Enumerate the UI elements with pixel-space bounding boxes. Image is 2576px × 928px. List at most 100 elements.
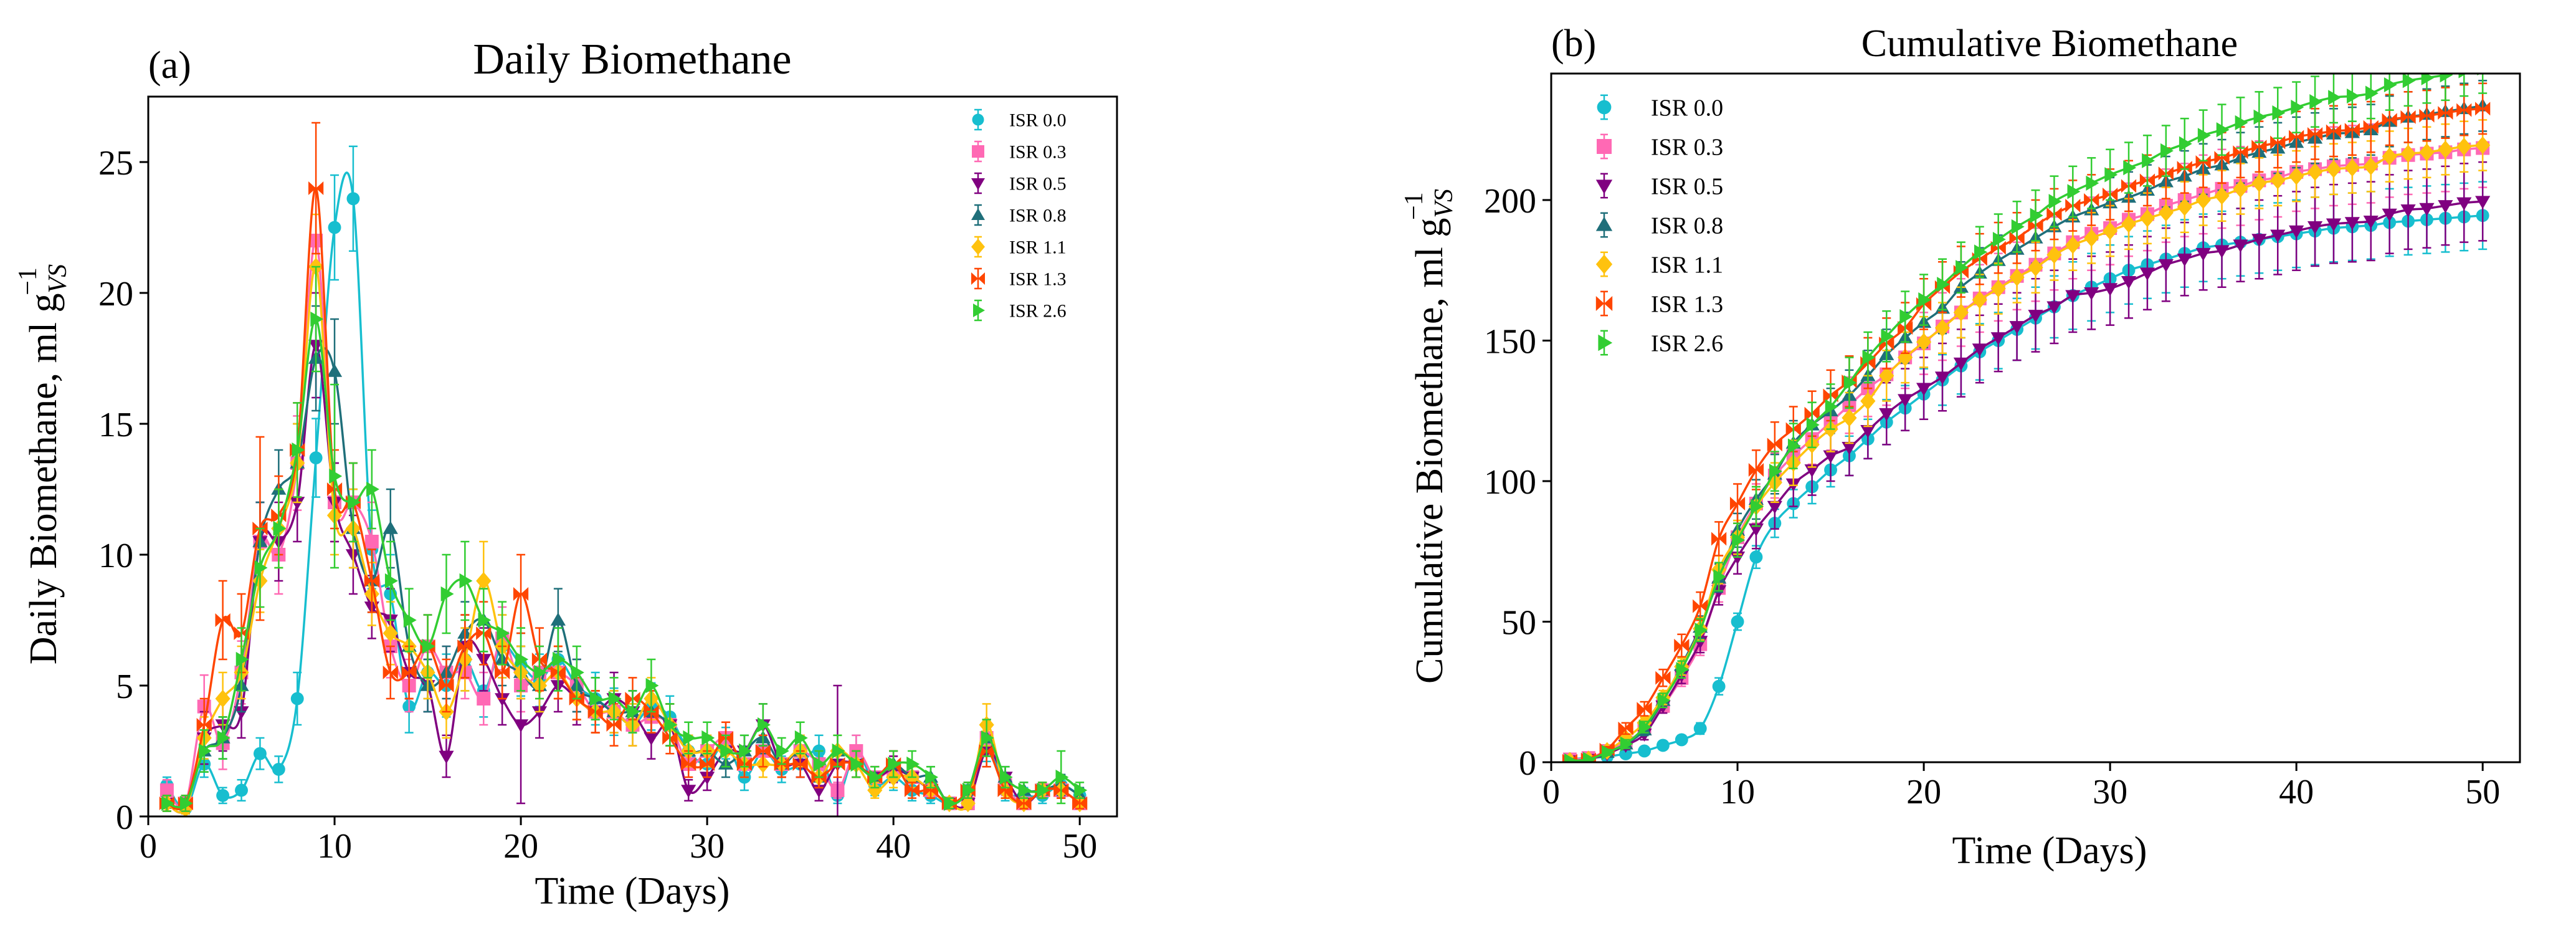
data-point (2326, 160, 2342, 178)
data-point (2347, 88, 2360, 104)
data-point (571, 664, 584, 681)
data-point (2270, 171, 2286, 189)
y-tick-label: 0 (1519, 744, 1536, 783)
data-point (794, 730, 808, 746)
data-point (2030, 208, 2043, 223)
legend-item: ISR 1.1 (1595, 251, 1723, 278)
data-point (2382, 208, 2397, 222)
data-point (1881, 328, 1894, 344)
panel-b-ticks: 0 10 20 30 40 50 0 50 100 150 200 (1484, 182, 2500, 811)
data-point (2363, 120, 2379, 134)
legend-label: ISR 2.6 (1009, 301, 1067, 322)
data-point (2270, 135, 2286, 150)
data-point (1731, 615, 1744, 628)
data-point (1619, 747, 1633, 760)
series-isr-1-1 (159, 213, 1088, 816)
data-point (681, 785, 696, 798)
data-point (2326, 124, 2342, 138)
legend-marker (972, 145, 984, 158)
data-point (755, 744, 771, 758)
data-point (2216, 122, 2230, 138)
data-point (273, 520, 287, 537)
data-point (925, 769, 939, 785)
data-point (308, 181, 324, 195)
legend-item: ISR 2.6 (973, 299, 1067, 322)
data-point (1934, 371, 1951, 385)
data-point (867, 781, 883, 800)
data-point (1842, 409, 1857, 427)
series-line (166, 239, 1081, 810)
data-point (850, 756, 864, 772)
data-point (1564, 753, 1577, 762)
data-point (2400, 204, 2416, 218)
panel-b-ylabel: Cumulative Biomethane, ml gVS−1 (1400, 189, 1458, 684)
series-line (1569, 200, 2483, 762)
data-point (2344, 158, 2360, 177)
legend-label: ISR 1.3 (1651, 291, 1723, 317)
data-point (2438, 106, 2453, 120)
data-point (290, 692, 304, 706)
data-point (401, 666, 417, 679)
data-point (1676, 662, 1690, 677)
data-point (495, 666, 510, 679)
panel-a-title: Daily Biomethane (473, 36, 791, 84)
panel-a-xlabel: Time (Days) (535, 870, 730, 912)
data-point (2309, 94, 2323, 110)
data-point (1693, 599, 1708, 613)
data-point (2139, 267, 2155, 281)
data-point (1934, 318, 1951, 337)
series-isr-0-5 (159, 292, 1088, 816)
data-point (1898, 394, 1913, 408)
data-point (1953, 304, 1969, 322)
data-point (644, 732, 659, 746)
legend-item: ISR 0.8 (971, 204, 1067, 226)
x-tick-label: 30 (2093, 773, 2127, 811)
data-point (2344, 217, 2360, 231)
y-tick-label: 5 (116, 667, 133, 706)
legend-label: ISR 2.6 (1651, 330, 1723, 356)
legend-label: ISR 0.0 (1651, 95, 1723, 121)
data-point (904, 783, 920, 797)
data-point (2233, 179, 2248, 198)
data-point (923, 783, 939, 797)
data-point (2121, 214, 2137, 233)
data-point (1711, 532, 1727, 546)
x-tick-label: 20 (1906, 773, 1941, 811)
data-point (2065, 236, 2081, 254)
data-point (2065, 290, 2081, 304)
legend-marker (1595, 296, 1613, 311)
panel-b-ylabel-main: Cumulative Biomethane, ml g (1409, 218, 1451, 684)
data-point (2402, 74, 2416, 88)
data-point (1729, 497, 1746, 511)
data-point (254, 560, 268, 576)
legend-label: ISR 0.8 (1651, 213, 1723, 239)
data-point (1620, 736, 1633, 752)
data-point (310, 311, 324, 327)
data-point (1637, 702, 1652, 716)
data-point (1860, 424, 1876, 438)
data-point (2009, 268, 2025, 287)
panel-b-ylabel-sup: −1 (1400, 192, 1428, 220)
panel-a-ylabel-main: Daily Biomethane, ml g (22, 293, 65, 664)
legend-marker (1598, 334, 1613, 352)
data-point (2195, 247, 2211, 261)
series-line (1569, 107, 2483, 762)
data-point (681, 757, 696, 771)
data-point (1693, 722, 1707, 735)
data-point (2421, 74, 2435, 85)
data-point (2419, 203, 2435, 216)
data-point (2121, 275, 2137, 289)
legend-item: ISR 0.0 (1597, 94, 1723, 121)
data-point (2158, 259, 2174, 272)
legend-label: ISR 1.1 (1009, 237, 1067, 258)
data-point (234, 706, 249, 720)
data-point (161, 795, 175, 811)
y-tick-label: 150 (1484, 322, 1536, 361)
data-point (198, 743, 212, 759)
data-point (664, 717, 678, 733)
data-point (1656, 739, 1670, 752)
data-point (180, 795, 193, 811)
data-point (2458, 74, 2467, 79)
data-point (290, 497, 305, 510)
data-point (2177, 253, 2192, 267)
